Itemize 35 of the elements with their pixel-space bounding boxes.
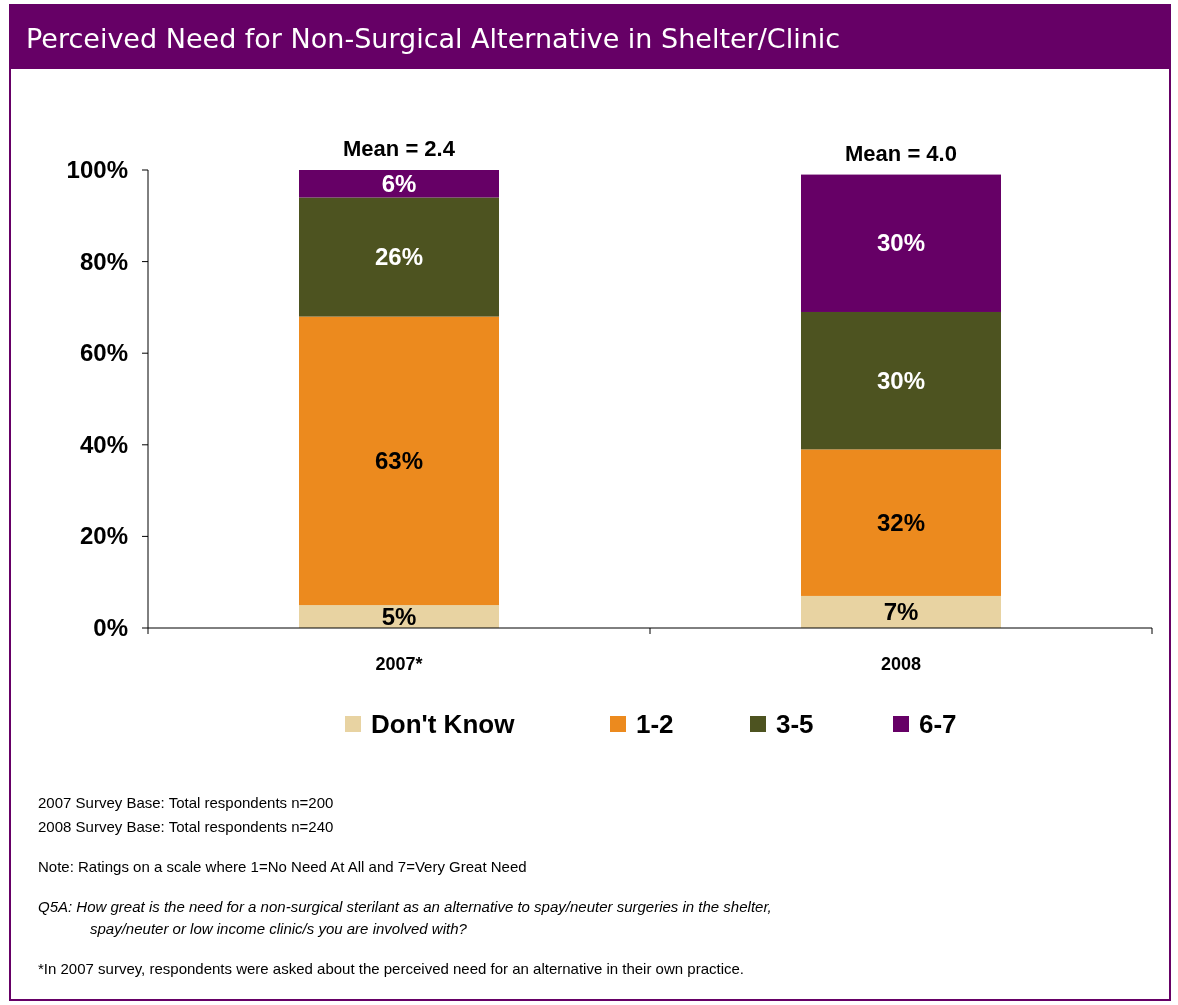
data-label: 32% [876,508,926,536]
data-label: 26% [374,243,424,271]
bar [299,316,499,606]
chart-title: Perceived Need for Non-Surgical Alternative in Shelter/Clinic [26,23,841,54]
data-label: 30% [876,366,926,394]
data-label: 7% [883,597,919,625]
data-label: 5% [381,602,417,630]
x-tick-label: 2008 [880,654,922,674]
bar [801,174,1001,312]
data-label: 63% [374,446,424,474]
text: Q5A: How great is the need for a non-surgical sterilant as an alternative to spay/neuter surgeries in the shelter, spay/neuter or low income clinic/s you are involved with? [38,898,772,937]
y-tick-label: 100% [66,156,128,183]
text: 2007 Survey Base: Total respondents n=200 [38,794,334,811]
text: Note: Ratings on a scale where 1=No Need At All and 7=Very Great Need [38,858,527,875]
annotation: Mean = 2.4 [343,136,456,161]
data-label: 30% [876,229,926,257]
bar [299,197,499,317]
legend-label: 6-7 [919,709,957,739]
bar [801,311,1001,450]
legend-label: 3-5 [776,709,814,739]
y-tick-label: 20% [79,522,128,550]
legend-label: 1-2 [636,709,674,739]
y-tick-label: 60% [79,339,128,367]
y-tick-label: 40% [79,430,128,458]
bar [801,449,1001,596]
data-label: 6% [381,169,417,197]
y-tick-label: 0% [93,614,128,641]
bar [801,595,1001,628]
text: *In 2007 survey, respondents were asked about the perceived need for an alternative in their own practice. [38,960,744,977]
legend-label: Don't Know [371,709,516,739]
x-tick-label: 2007* [375,654,423,674]
bar [299,170,499,198]
y-tick-label: 80% [79,247,128,275]
annotation: Mean = 4.0 [845,140,957,166]
text: 2008 Survey Base: Total respondents n=240 [38,818,334,835]
